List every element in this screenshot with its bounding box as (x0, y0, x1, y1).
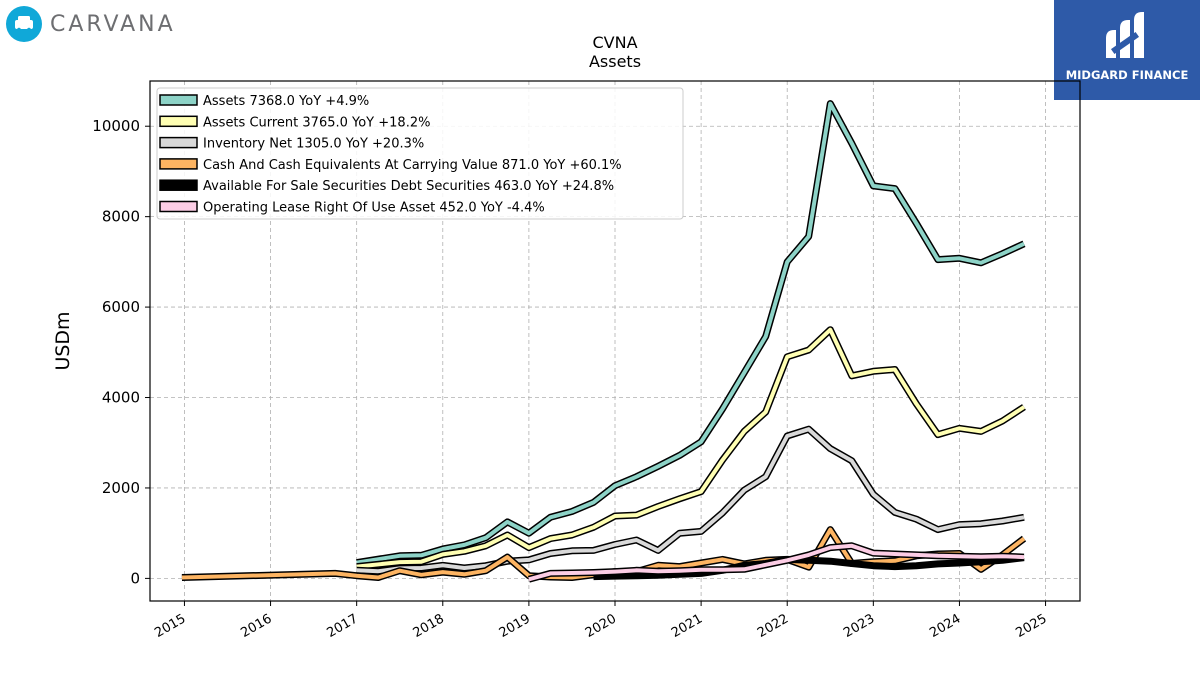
y-tick-label: 8000 (102, 208, 140, 226)
x-tick-label: 2018 (411, 611, 447, 641)
series-layer (181, 100, 1027, 583)
series-line (528, 543, 1025, 582)
x-tick-label: 2024 (927, 611, 963, 641)
legend-swatch (159, 136, 198, 149)
x-tick-label: 2021 (669, 611, 705, 641)
series-line (356, 427, 1025, 574)
series-1 (356, 326, 1026, 571)
legend-label: Assets Current 3765.0 YoY +18.2% (203, 115, 430, 130)
midgard-mark-icon (1106, 12, 1144, 58)
midgard-finance-logo: MIDGARD FINANCE (1054, 0, 1200, 100)
series-4 (593, 554, 1025, 581)
y-axis-label: USDm (52, 311, 74, 370)
legend-box (156, 87, 684, 220)
legend-label: Assets 7368.0 YoY +4.9% (203, 94, 369, 109)
carvana-logo-text: CARVANA (50, 11, 176, 37)
legend-swatch (159, 200, 198, 213)
x-tick-label: 2023 (841, 611, 877, 641)
legend-label: Available For Sale Securities Debt Secur… (203, 179, 614, 194)
series-0 (356, 100, 1026, 567)
x-tick-label: 2016 (238, 611, 274, 641)
chart-title: CVNA (592, 33, 637, 52)
y-tick-label: 4000 (102, 389, 140, 407)
series-line (593, 555, 1025, 579)
x-tick-label: 2020 (583, 611, 619, 641)
series-2 (356, 425, 1025, 575)
legend-swatch (159, 158, 198, 170)
x-tick-label: 2015 (152, 611, 188, 641)
series-line (356, 327, 1026, 569)
y-axis: 0 2000 4000 6000 8000 10000 (92, 117, 150, 587)
y-tick-label: 2000 (102, 479, 140, 497)
y-tick-label: 6000 (102, 298, 140, 316)
x-tick-label: 2022 (755, 611, 791, 641)
carvana-logo: CARVANA (6, 6, 176, 42)
x-tick-label: 2025 (1013, 611, 1049, 641)
legend-swatch (159, 115, 198, 128)
legend-swatch (159, 179, 198, 191)
car-badge-icon (6, 6, 42, 42)
x-tick-label: 2017 (325, 611, 361, 641)
series-line (356, 101, 1025, 565)
legend-label: Cash And Cash Equivalents At Carrying Va… (203, 158, 622, 173)
series-3 (181, 526, 1027, 581)
y-tick-label: 0 (130, 569, 140, 587)
series-line (181, 527, 1026, 580)
legend-label: Inventory Net 1305.0 YoY +20.3% (203, 137, 424, 152)
x-axis: 2015 2016 2017 2018 2019 2020 2021 2022 2023 2024… (152, 601, 1050, 641)
legend-label: Operating Lease Right Of Use Asset 452.0… (203, 201, 545, 216)
chart-subtitle: Assets (589, 52, 641, 71)
y-tick-label: 10000 (92, 117, 140, 135)
legend-swatch (159, 94, 198, 106)
series-5 (527, 542, 1025, 583)
chart-legend: Assets 7368.0 YoY +4.9% Assets Current 37… (156, 87, 684, 220)
midgard-finance-logo-text: MIDGARD FINANCE (1065, 68, 1189, 82)
x-tick-label: 2019 (497, 611, 533, 641)
